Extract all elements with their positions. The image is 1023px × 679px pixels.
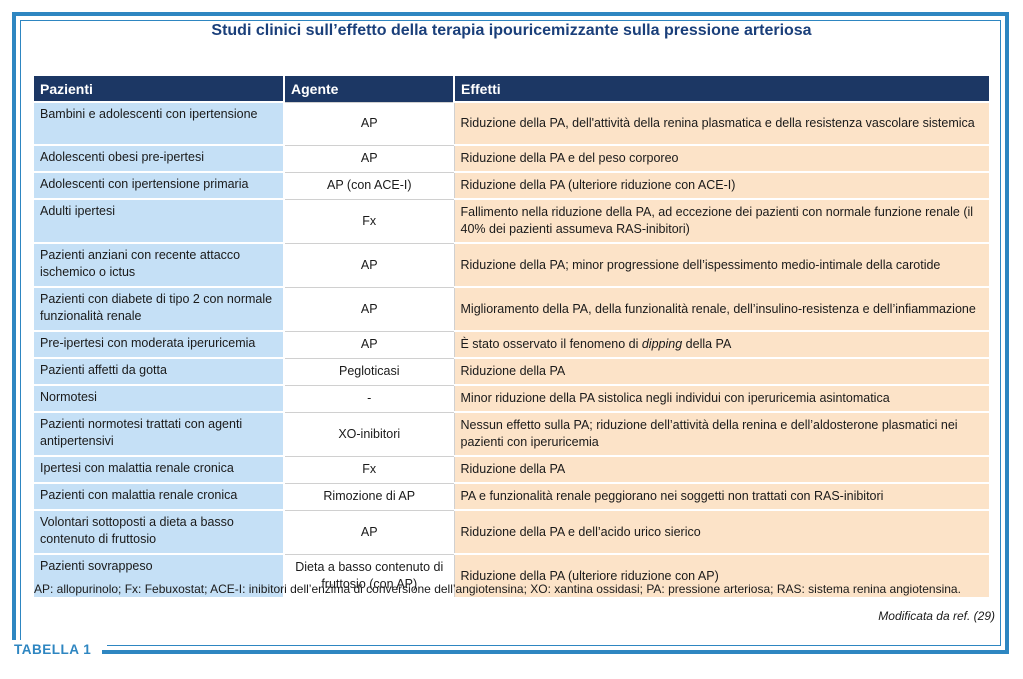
table-row: Adulti ipertesi Fx Fallimento nella ridu… xyxy=(34,198,989,243)
cell-pazienti: Adolescenti con ipertensione primaria xyxy=(34,171,285,199)
badge-background xyxy=(4,640,107,662)
cell-effetti: Miglioramento della PA, della funzionali… xyxy=(454,286,989,331)
cell-effetti: Fallimento nella riduzione della PA, ad … xyxy=(454,198,989,243)
cell-agente: Fx xyxy=(284,455,455,483)
cell-effetti: Riduzione della PA (ulteriore riduzione … xyxy=(454,171,989,199)
header-row: Pazienti Agente Effetti xyxy=(34,76,989,102)
cell-agente: Rimozione di AP xyxy=(284,482,455,510)
source-note: Modificata da ref. (29) xyxy=(878,609,995,623)
table-row: Bambini e adolescenti con ipertensione A… xyxy=(34,101,989,145)
cell-effetti: Minor riduzione della PA sistolica negli… xyxy=(454,384,989,412)
cell-effetti: Riduzione della PA (ulteriore riduzione … xyxy=(454,553,989,597)
cell-effetti: Riduzione della PA e dell’acido urico si… xyxy=(454,509,989,554)
cell-effetti: Riduzione della PA; minor progressione d… xyxy=(454,242,989,287)
cell-pazienti: Ipertesi con malattia renale cronica xyxy=(34,455,285,483)
cell-agente: AP (con ACE-I) xyxy=(284,171,455,199)
badge-underline xyxy=(102,650,1009,654)
cell-pazienti: Pazienti anziani con recente attacco isc… xyxy=(34,242,285,287)
cell-pazienti: Pazienti con malattia renale cronica xyxy=(34,482,285,510)
clinical-studies-table: Pazienti Agente Effetti Bambini e adoles… xyxy=(34,76,989,597)
abbreviations-footnote: AP: allopurinolo; Fx: Febuxostat; ACE-I:… xyxy=(34,582,961,596)
table-row: Pazienti con diabete di tipo 2 con norma… xyxy=(34,286,989,331)
cell-effetti: Nessun effetto sulla PA; riduzione dell’… xyxy=(454,411,989,456)
table-row: Adolescenti con ipertensione primaria AP… xyxy=(34,171,989,199)
cell-agente: Dieta a basso contenuto di fruttosio (co… xyxy=(284,553,455,597)
cell-effetti: Riduzione della PA xyxy=(454,357,989,385)
cell-effetti: È stato osservato il fenomeno di dipping… xyxy=(454,330,989,358)
cell-agente: AP xyxy=(284,144,455,172)
header-pazienti: Pazienti xyxy=(34,76,285,102)
cell-effetti: Riduzione della PA e del peso corporeo xyxy=(454,144,989,172)
table-row: Volontari sottoposti a dieta a basso con… xyxy=(34,509,989,554)
cell-pazienti: Volontari sottoposti a dieta a basso con… xyxy=(34,509,285,554)
cell-pazienti: Adolescenti obesi pre-ipertesi xyxy=(34,144,285,172)
table-row: Ipertesi con malattia renale cronica Fx … xyxy=(34,455,989,483)
cell-pazienti: Pazienti affetti da gotta xyxy=(34,357,285,385)
table-row: Normotesi - Minor riduzione della PA sis… xyxy=(34,384,989,412)
cell-pazienti: Normotesi xyxy=(34,384,285,412)
table-row: Pazienti affetti da gotta Pegloticasi Ri… xyxy=(34,357,989,385)
cell-effetti: Riduzione della PA xyxy=(454,455,989,483)
effetti-text-dipping: dipping xyxy=(641,337,683,351)
header-effetti: Effetti xyxy=(454,76,989,102)
cell-agente: AP xyxy=(284,330,455,358)
header-agente: Agente xyxy=(284,76,455,102)
cell-effetti: PA e funzionalità renale peggiorano nei … xyxy=(454,482,989,510)
cell-agente: Fx xyxy=(284,198,455,243)
cell-agente: AP xyxy=(284,286,455,331)
table-row: Pazienti con malattia renale cronica Rim… xyxy=(34,482,989,510)
cell-pazienti: Pre-ipertesi con moderata iperuricemia xyxy=(34,330,285,358)
cell-agente: AP xyxy=(284,242,455,287)
effetti-text-pre: È stato osservato il fenomeno di xyxy=(460,337,642,351)
table-row: Pazienti sovrappeso Dieta a basso conten… xyxy=(34,553,989,597)
table-row: Pre-ipertesi con moderata iperuricemia A… xyxy=(34,330,989,358)
table-row: Pazienti anziani con recente attacco isc… xyxy=(34,242,989,287)
cell-pazienti: Adulti ipertesi xyxy=(34,198,285,243)
effetti-text-post: della PA xyxy=(682,337,732,351)
cell-pazienti: Pazienti normotesi trattati con agenti a… xyxy=(34,411,285,456)
table-row: Adolescenti obesi pre-ipertesi AP Riduzi… xyxy=(34,144,989,172)
cell-agente: Pegloticasi xyxy=(284,357,455,385)
table-title: Studi clinici sull’effetto della terapia… xyxy=(211,22,812,39)
cell-agente: AP xyxy=(284,101,455,145)
table-badge: TABELLA 1 xyxy=(14,642,92,657)
cell-agente: XO-inibitori xyxy=(284,411,455,456)
cell-agente: - xyxy=(284,384,455,412)
table-frame-inner xyxy=(20,20,1001,646)
cell-agente: AP xyxy=(284,509,455,554)
cell-pazienti: Pazienti sovrappeso xyxy=(34,553,285,597)
cell-pazienti: Pazienti con diabete di tipo 2 con norma… xyxy=(34,286,285,331)
cell-pazienti: Bambini e adolescenti con ipertensione xyxy=(34,101,285,145)
cell-effetti: Riduzione della PA, dell'attività della … xyxy=(454,101,989,145)
table-row: Pazienti normotesi trattati con agenti a… xyxy=(34,411,989,456)
